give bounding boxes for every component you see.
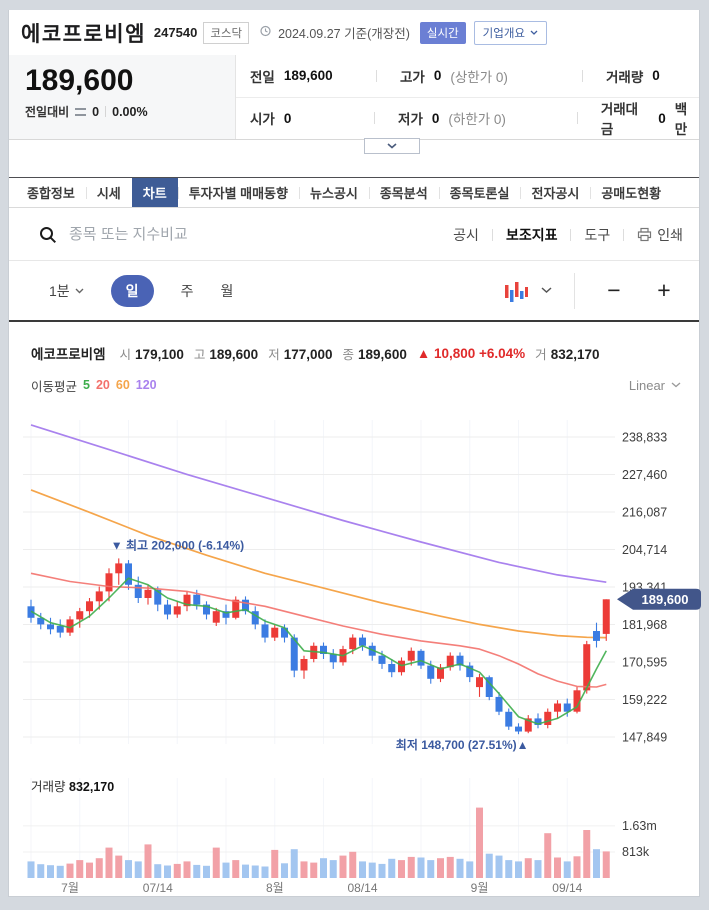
zoom-out-button[interactable]: −	[607, 277, 621, 303]
tab-bar: 종합정보 시세 차트 투자자별 매매동향 뉴스공시 종목분석 종목토론실 전자공…	[9, 177, 699, 208]
divider	[491, 228, 493, 241]
stock-code: 247540	[153, 25, 198, 40]
disclosure-button[interactable]: 공시	[453, 226, 479, 243]
volume-chart[interactable]: 1.63m 813k 7월 07/14 8월 08/14 9월 09/14	[9, 770, 701, 896]
current-price: 189,600	[25, 64, 134, 97]
divider	[582, 69, 583, 82]
flat-change-icon	[75, 107, 87, 116]
svg-text:181,968: 181,968	[622, 618, 667, 632]
chart-stock-name: 에코프로비엠	[31, 347, 106, 362]
tab-short-selling[interactable]: 공매도현황	[590, 178, 672, 207]
market-badge: 코스닥	[203, 21, 250, 44]
summary-row-2: 시가 0 저가 0 (하한가 0) 거래대금 0 백만	[236, 96, 699, 140]
chart-search-bar: 공시 보조지표 도구 인쇄	[9, 209, 699, 261]
svg-text:08/14: 08/14	[347, 881, 377, 895]
main-chart-panel: 238,833 227,460 216,087 204,714 193,341 181,9…	[9, 402, 701, 770]
search-icon	[40, 226, 57, 243]
price-summary: 189,600 전일대비 0 0.00% 전일 189,600 고가 0 (상한가 0…	[9, 55, 699, 140]
timeframe-1min-dropdown[interactable]: 1분	[49, 281, 84, 301]
chevron-down-icon	[75, 288, 84, 293]
candlestick-chart-icon	[505, 281, 528, 302]
tools-button[interactable]: 도구	[584, 226, 611, 243]
printer-icon	[638, 227, 652, 242]
change-label: 전일대비	[25, 105, 70, 119]
zoom-in-button[interactable]: +	[657, 277, 671, 303]
divider	[105, 106, 107, 117]
divider	[623, 228, 625, 241]
reference-date: 2024.09.27 기준(개장전)	[278, 27, 410, 41]
chevron-down-icon	[541, 287, 552, 294]
svg-text:216,087: 216,087	[622, 506, 667, 520]
stock-name: 에코프로비엠	[21, 22, 146, 46]
tab-e-disclosure[interactable]: 전자공시	[520, 178, 590, 207]
divider	[374, 112, 376, 125]
svg-text:813k: 813k	[622, 845, 650, 859]
chart-type-selector[interactable]	[502, 278, 552, 304]
svg-text:204,714: 204,714	[622, 543, 667, 557]
tab-investor-trading[interactable]: 투자자별 매매동향	[177, 178, 299, 207]
stock-widget: 에코프로비엠 247540 코스닥 2024.09.27 기준(개장전) 실시간…	[8, 10, 701, 897]
summary-table: 전일 189,600 고가 0 (상한가 0) 거래량 0 시가 0 저가 0 (하한가 0)…	[236, 55, 699, 139]
tab-analysis[interactable]: 종목분석	[368, 178, 439, 207]
volume-panel: 거래량 832,170 1.63m 813k 7월 07/14 8월 08/14 9월 09/…	[9, 770, 699, 896]
search-input[interactable]	[69, 226, 454, 243]
tab-price[interactable]: 시세	[85, 178, 132, 207]
tab-news[interactable]: 뉴스공시	[298, 178, 369, 207]
svg-text:147,849: 147,849	[622, 731, 667, 745]
svg-text:09/14: 09/14	[552, 881, 582, 895]
change-percent: 0.00%	[112, 104, 148, 119]
divider	[576, 112, 578, 125]
timeframe-month[interactable]: 월	[220, 282, 234, 299]
svg-text:170,595: 170,595	[622, 656, 667, 670]
divider	[574, 272, 575, 309]
ma120-legend: 120	[135, 378, 157, 392]
tab-overview[interactable]: 종합정보	[27, 186, 75, 201]
tab-chart[interactable]: 차트	[131, 178, 178, 207]
current-price-box: 189,600 전일대비 0 0.00%	[9, 55, 236, 139]
chart-ohlc-summary: 에코프로비엠 시 179,100 고 189,600 저 177,000 종 189,6…	[9, 340, 699, 366]
chevron-down-icon	[530, 30, 538, 35]
price-change: ▲ 10,800 +6.04%	[416, 345, 526, 361]
realtime-badge: 실시간	[419, 21, 466, 44]
svg-text:1.63m: 1.63m	[622, 819, 657, 833]
summary-row-1: 전일 189,600 고가 0 (상한가 0) 거래량 0	[250, 68, 660, 85]
scale-selector[interactable]: Linear	[629, 378, 681, 393]
volume-label: 거래량 832,170	[31, 780, 115, 794]
svg-text:159,222: 159,222	[622, 693, 667, 707]
svg-text:189,600: 189,600	[642, 592, 689, 607]
divider	[570, 228, 572, 241]
svg-text:227,460: 227,460	[622, 468, 667, 482]
ma20-legend: 20	[95, 378, 110, 392]
chevron-down-icon	[387, 143, 397, 149]
company-overview-button[interactable]: 기업개요	[473, 20, 547, 45]
ma-legend: 이동평균 5 20 60 120 Linear	[9, 368, 699, 402]
chevron-down-icon	[671, 382, 681, 388]
chart-toolbar: 1분 일 주 월 − +	[9, 261, 699, 322]
header: 에코프로비엠 247540 코스닥 2024.09.27 기준(개장전) 실시간…	[9, 10, 699, 55]
svg-text:최저 148,700 (27.51%)▲: 최저 148,700 (27.51%)▲	[396, 737, 529, 752]
svg-text:07/14: 07/14	[143, 881, 173, 895]
candlestick-chart[interactable]: 238,833227,460216,087204,714193,341181,9…	[9, 402, 701, 770]
print-button[interactable]: 인쇄	[637, 225, 683, 245]
svg-text:8월: 8월	[266, 881, 284, 895]
svg-text:9월: 9월	[471, 881, 489, 895]
svg-text:238,833: 238,833	[622, 431, 667, 445]
svg-text:7월: 7월	[61, 881, 79, 895]
svg-text:▼ 최고 202,000 (-6.14%): ▼ 최고 202,000 (-6.14%)	[111, 537, 244, 552]
ma60-legend: 60	[115, 378, 130, 392]
indicators-button[interactable]: 보조지표	[505, 226, 558, 243]
timeframe-day[interactable]: 일	[110, 274, 154, 307]
change-value: 0	[92, 104, 100, 119]
chart-actions: 공시 보조지표 도구 인쇄	[453, 225, 683, 245]
timeframe-week[interactable]: 주	[180, 282, 194, 299]
collapse-summary-button[interactable]	[364, 138, 420, 154]
tab-forum[interactable]: 종목토론실	[438, 178, 521, 207]
divider	[376, 69, 377, 82]
ma-legend-label: 이동평균	[31, 379, 78, 394]
clock-icon	[259, 24, 272, 42]
ma5-legend: 5	[83, 378, 90, 392]
